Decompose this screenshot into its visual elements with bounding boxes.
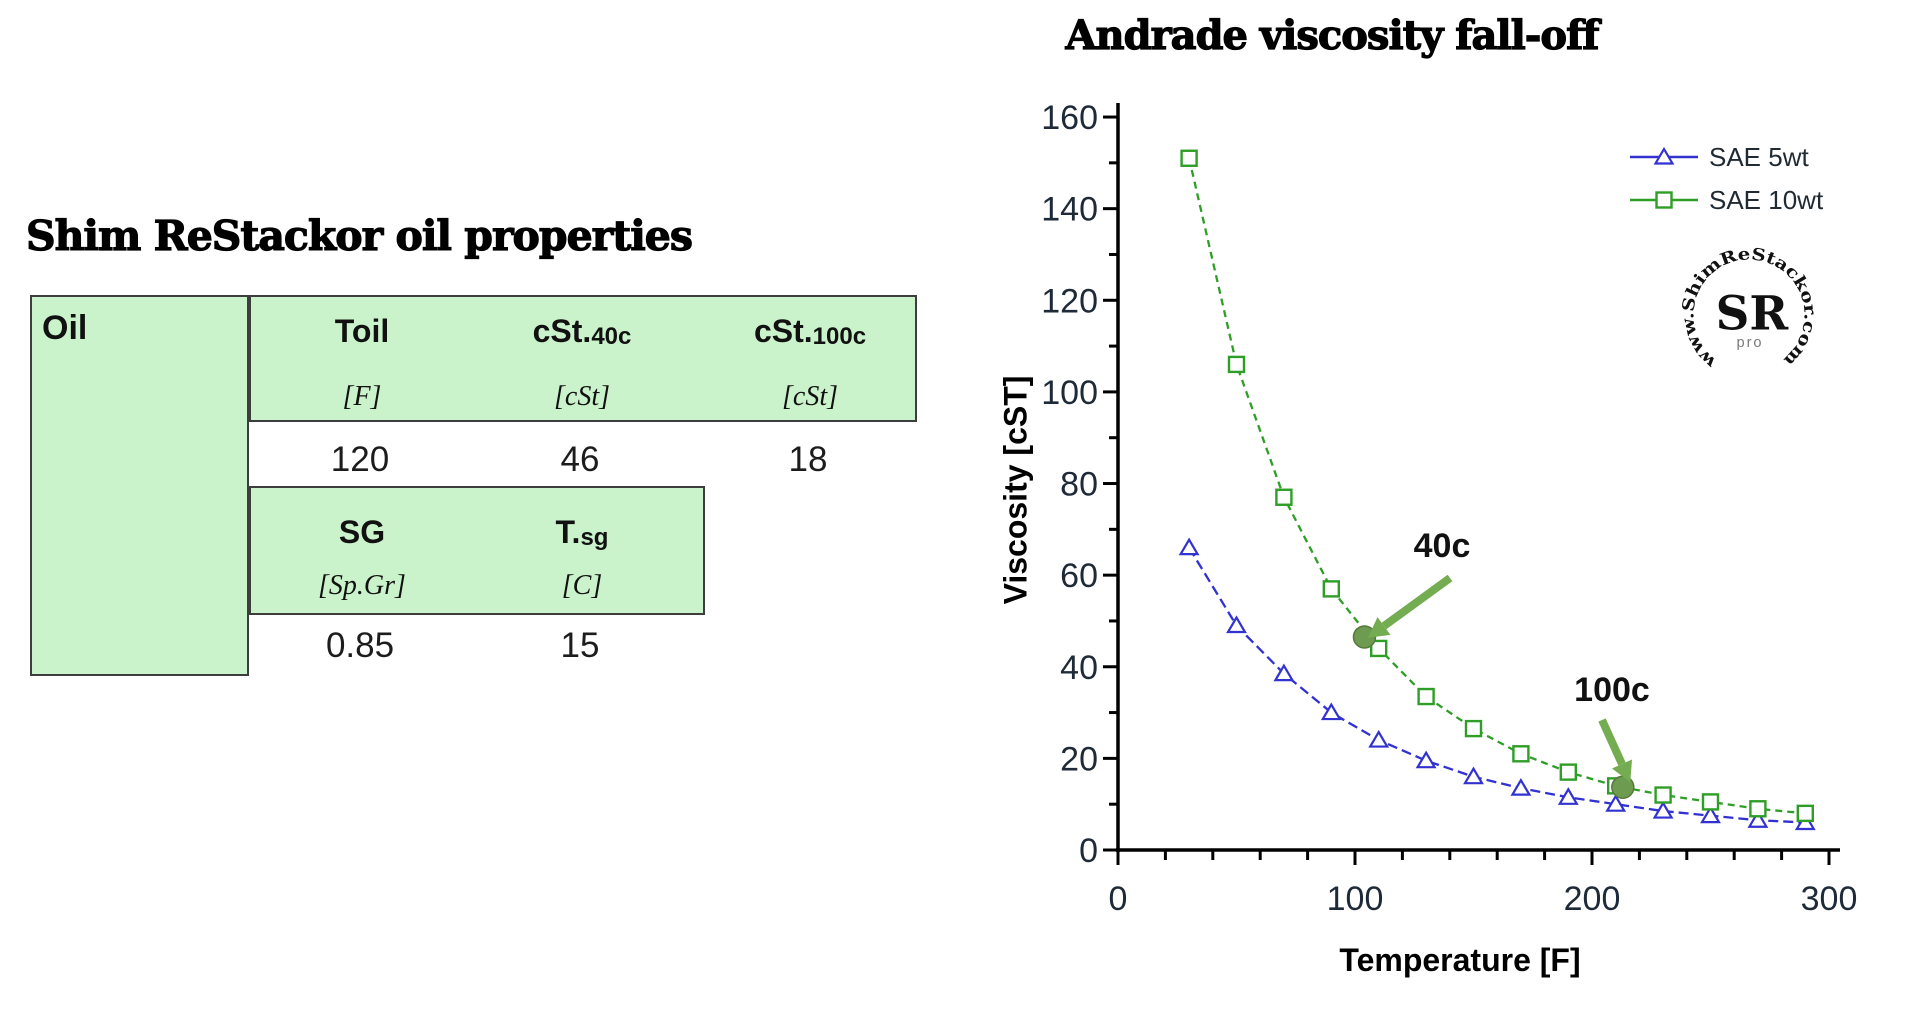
triangle-marker	[1605, 794, 1627, 812]
x-tick-label: 100	[1327, 880, 1384, 918]
square-marker	[1417, 687, 1435, 706]
y-tick-label: 40	[1060, 649, 1098, 687]
square-marker	[1227, 355, 1246, 374]
triangle-marker	[1178, 537, 1200, 556]
annotation-label-100c: 100c	[1574, 671, 1650, 709]
series-line-sae-5wt	[1188, 547, 1806, 824]
sg-value: 0.85	[325, 626, 395, 665]
triangle-marker	[1463, 766, 1484, 785]
unit-spgr: [Sp.Gr]	[318, 570, 406, 601]
legend-item-sae-10wt: SAE 10wt	[1628, 184, 1823, 216]
square-marker	[1749, 800, 1767, 818]
annotation-arrow-100c	[1598, 718, 1626, 766]
legend-item-sae-5wt: SAE 5wt	[1628, 141, 1809, 173]
y-tick-label: 140	[1041, 191, 1098, 229]
tsg-value: 15	[560, 626, 600, 665]
chart-annotations: 40c 100c	[1352, 527, 1650, 799]
y-tick-label: 60	[1060, 557, 1098, 595]
shimrestackor-logo: www.ShimReStackor.com SR pro	[1677, 243, 1821, 373]
triangle-marker	[1653, 146, 1675, 165]
col-header-cst40: cSt.40c	[533, 313, 632, 351]
x-tick-label: 200	[1564, 880, 1621, 918]
chart-axes: 0 20 40 60 80 100 120 140 160 0 100 200 300	[1041, 99, 1857, 918]
legend-sample-triangle	[1630, 146, 1698, 165]
legend-sample-square	[1630, 191, 1698, 209]
cst40-value: 46	[560, 440, 600, 479]
marked-point-40c	[1352, 625, 1377, 649]
legend-label: SAE 10wt	[1709, 184, 1824, 215]
col-header-tsg-main: T.	[555, 514, 581, 550]
annotation-arrowhead-40c	[1367, 617, 1391, 638]
legend-label: SAE 5wt	[1709, 141, 1809, 172]
square-marker	[1796, 804, 1815, 823]
triangle-marker	[1273, 663, 1295, 682]
triangle-marker	[1226, 615, 1247, 634]
triangle-marker	[1368, 729, 1390, 748]
col-header-tsg: T.sg	[556, 514, 609, 552]
cst100-value: 18	[788, 440, 828, 479]
square-marker	[1180, 149, 1198, 167]
oil-corner-label: Oil	[42, 309, 88, 347]
y-tick-label: 160	[1041, 99, 1098, 137]
y-tick-label: 0	[1079, 832, 1098, 870]
col-header-cst100-sub: 100c	[812, 323, 867, 350]
triangle-marker	[1747, 810, 1769, 828]
logo-pro-text: pro	[1737, 335, 1764, 351]
y-tick-label: 20	[1060, 740, 1098, 778]
square-marker	[1369, 639, 1388, 658]
oil-table-title: Shim ReStackor oil properties	[25, 211, 693, 260]
y-tick-label: 120	[1041, 282, 1098, 320]
col-header-toil-main: Toil	[334, 313, 390, 349]
square-marker	[1701, 793, 1720, 811]
square-marker	[1464, 719, 1483, 738]
unit-toil: [F]	[342, 381, 382, 412]
square-marker	[1655, 191, 1673, 209]
col-header-sg: SG	[339, 514, 385, 552]
annotation-label-40c: 40c	[1414, 527, 1471, 565]
marked-point-100c	[1611, 775, 1635, 799]
oil-table-header-1: Toil cSt.40c cSt.100c [F] [cSt] [cSt]	[249, 295, 917, 422]
square-marker	[1512, 745, 1530, 763]
triangle-marker	[1557, 787, 1579, 805]
square-marker	[1275, 488, 1293, 506]
col-header-cst40-main: cSt.	[532, 313, 592, 349]
annotation-arrow-40c	[1381, 574, 1453, 630]
unit-cst100: [cSt]	[782, 381, 838, 412]
chart-title: Andrade viscosity fall-off	[1065, 11, 1600, 59]
triangle-marker	[1652, 800, 1674, 819]
triangle-marker	[1700, 805, 1721, 824]
triangle-marker	[1320, 702, 1342, 721]
logo-monogram: SR	[1716, 287, 1790, 342]
oil-corner-cell: Oil	[30, 295, 249, 676]
col-header-sg-main: SG	[338, 514, 386, 550]
col-header-cst100: cSt.100c	[754, 313, 866, 351]
unit-cst40: [cSt]	[554, 381, 610, 412]
triangle-marker	[1415, 750, 1437, 769]
x-tick-label: 300	[1801, 880, 1858, 918]
col-header-toil: Toil	[335, 313, 390, 351]
chart-series	[1178, 149, 1816, 831]
square-marker	[1559, 763, 1578, 781]
x-axis-label: Temperature [F]	[1339, 942, 1581, 978]
y-tick-label: 100	[1041, 374, 1098, 412]
annotation-arrowhead-100c	[1611, 759, 1633, 783]
x-tick-label: 0	[1109, 880, 1128, 918]
unit-c: [C]	[561, 570, 603, 601]
square-marker	[1654, 786, 1672, 804]
y-tick-label: 80	[1060, 466, 1098, 504]
col-header-cst100-main: cSt.	[753, 313, 813, 349]
oil-table-header-2: SG T.sg [Sp.Gr] [C]	[249, 486, 705, 615]
triangle-marker	[1510, 777, 1532, 796]
col-header-tsg-sub: sg	[580, 524, 609, 551]
toil-value: 120	[330, 440, 390, 479]
col-header-cst40-sub: 40c	[591, 323, 632, 350]
square-marker	[1322, 580, 1341, 598]
